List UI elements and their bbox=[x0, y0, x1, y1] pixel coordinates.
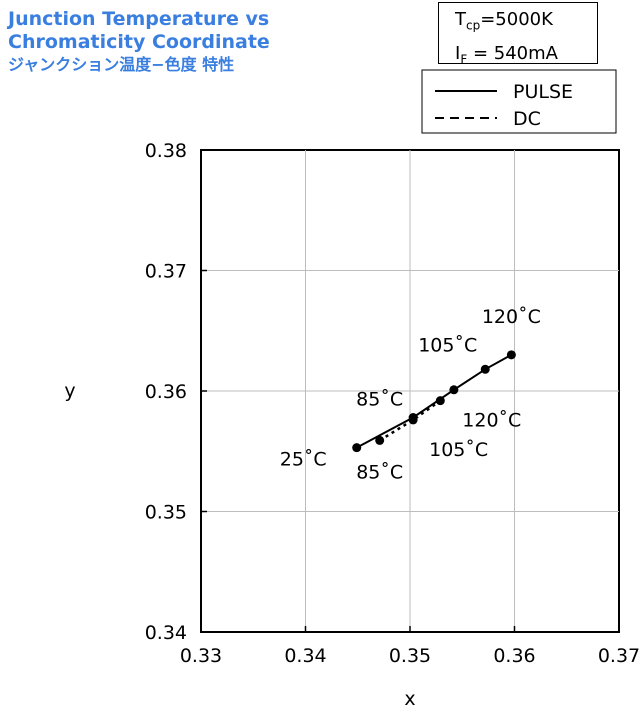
if-condition: IF = 540mA bbox=[455, 42, 558, 67]
legend-label-dc: DC bbox=[513, 108, 541, 130]
temperature-label: 105˚C bbox=[429, 439, 488, 461]
y-tick-label: 0.35 bbox=[145, 502, 187, 524]
data-point-pulse bbox=[449, 385, 459, 395]
x-axis-label: x bbox=[404, 688, 415, 707]
data-point-dc bbox=[408, 415, 418, 425]
y-tick-label: 0.38 bbox=[145, 140, 187, 162]
chart-title: Junction Temperature vs Chromaticity Coo… bbox=[8, 8, 270, 76]
conditions-box: Tcp=5000K IF = 540mA bbox=[438, 2, 598, 66]
y-axis-label: y bbox=[64, 380, 75, 402]
legend-label-pulse: PULSE bbox=[513, 81, 573, 103]
y-tick-label: 0.36 bbox=[145, 381, 187, 403]
data-point-dc bbox=[375, 435, 385, 445]
x-tick-label: 0.35 bbox=[389, 645, 431, 667]
x-tick-label: 0.33 bbox=[180, 645, 222, 667]
data-point-pulse bbox=[506, 350, 516, 360]
y-tick-label: 0.34 bbox=[145, 622, 187, 644]
title-line-3-japanese: ジャンクション温度−色度 特性 bbox=[8, 55, 235, 74]
data-point-pulse bbox=[352, 443, 362, 453]
x-tick-label: 0.37 bbox=[598, 645, 640, 667]
temperature-label: 120˚C bbox=[462, 410, 521, 432]
temperature-label: 25˚C bbox=[280, 449, 327, 471]
tcp-condition: Tcp=5000K bbox=[455, 9, 553, 33]
title-line-2: Chromaticity Coordinate bbox=[8, 31, 270, 53]
temperature-label: 85˚C bbox=[356, 461, 403, 483]
x-tick-label: 0.36 bbox=[493, 645, 535, 667]
x-tick-label: 0.34 bbox=[284, 645, 326, 667]
title-line-1: Junction Temperature vs bbox=[8, 8, 270, 30]
y-tick-label: 0.37 bbox=[145, 261, 187, 283]
legend-box bbox=[421, 69, 617, 134]
data-point-dc bbox=[435, 396, 445, 406]
data-point-pulse bbox=[480, 364, 490, 374]
temperature-label: 105˚C bbox=[418, 334, 477, 356]
temperature-label: 120˚C bbox=[482, 306, 541, 328]
temperature-label: 85˚C bbox=[356, 389, 403, 411]
